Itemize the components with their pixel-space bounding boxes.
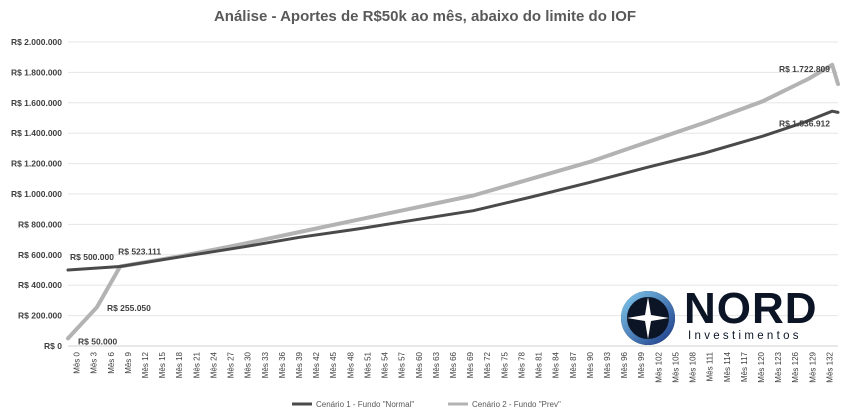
x-tick-label: Mês 87	[569, 351, 578, 378]
y-axis-ticks: R$ 0 R$ 200.000 R$ 400.000 R$ 600.000 R$ 800…	[11, 37, 62, 351]
x-tick-label: Mês 39	[295, 351, 304, 378]
x-tick-label: Mês 36	[278, 351, 287, 378]
x-tick-label: Mês 0	[73, 351, 82, 373]
y-tick-label: R$ 1.800.000	[11, 67, 62, 77]
legend: Cenário 1 - Fundo "Normal" Cenário 2 - Fu…	[292, 400, 561, 409]
x-tick-label: Mês 18	[175, 351, 184, 378]
y-tick-label: R$ 2.000.000	[11, 37, 62, 47]
x-tick-label: Mês 102	[654, 351, 663, 382]
x-tick-label: Mês 129	[808, 351, 817, 382]
x-tick-label: Mês 42	[312, 351, 321, 378]
x-tick-label: Mês 21	[192, 351, 201, 378]
x-tick-label: Mês 33	[261, 351, 270, 378]
annotation-label: R$ 255.050	[107, 303, 151, 313]
x-tick-label: Mês 111	[706, 351, 715, 381]
x-tick-label: Mês 48	[346, 351, 355, 378]
y-tick-label: R$ 1.600.000	[11, 98, 62, 108]
annotation-label: R$ 1.722.809	[779, 64, 830, 74]
annotation-label: R$ 523.111	[118, 246, 161, 256]
x-tick-label: Mês 78	[517, 351, 526, 378]
x-tick-label: Mês 93	[603, 351, 612, 378]
annotation-label: R$ 500.000	[70, 252, 114, 262]
x-tick-label: Mês 132	[825, 351, 834, 382]
x-tick-label: Mês 81	[535, 351, 544, 378]
y-tick-label: R$ 1.200.000	[11, 159, 62, 169]
y-tick-label: R$ 0	[44, 341, 62, 351]
annotation-label: R$ 50.000	[78, 336, 117, 346]
legend-label-2: Cenário 2 - Fundo "Prev"	[472, 400, 561, 409]
chart-title: Análise - Aportes de R$50k ao mês, abaix…	[213, 8, 637, 25]
x-tick-label: Mês 27	[227, 351, 236, 378]
series-line-1	[66, 109, 840, 272]
x-tick-label: Mês 57	[398, 351, 407, 378]
x-tick-label: Mês 9	[124, 351, 133, 373]
logo-subtitle: Investimentos	[688, 330, 802, 342]
x-tick-label: Mês 96	[620, 351, 629, 378]
x-tick-label: Mês 90	[586, 351, 595, 378]
x-tick-label: Mês 45	[329, 351, 338, 378]
y-tick-label: R$ 600.000	[18, 250, 62, 260]
x-tick-label: Mês 60	[415, 351, 424, 378]
x-tick-label: Mês 123	[774, 351, 783, 382]
x-axis-ticks: Mês 0 Mês 3 Mês 6 Mês 9 Mês 12 Mês 15 Mês 18 Mê…	[73, 351, 835, 382]
x-tick-label: Mês 15	[158, 351, 167, 378]
x-tick-label: Mês 66	[449, 351, 458, 378]
annotation-label: R$ 1.536.912	[779, 118, 830, 128]
x-tick-label: Mês 126	[791, 351, 800, 382]
x-tick-label: Mês 63	[432, 351, 441, 378]
annotations: R$ 500.000 R$ 523.111 R$ 255.050 R$ 50.000 R…	[70, 64, 830, 346]
x-tick-label: Mês 117	[740, 351, 749, 382]
x-tick-label: Mês 54	[381, 351, 390, 378]
x-tick-label: Mês 3	[90, 351, 99, 373]
x-tick-label: Mês 24	[209, 351, 218, 378]
x-tick-label: Mês 114	[723, 351, 732, 382]
legend-label-1: Cenário 1 - Fundo "Normal"	[316, 400, 414, 409]
nord-logo: NORD Investimentos	[618, 284, 838, 348]
logo-wordmark: NORD	[684, 284, 818, 333]
x-tick-label: Mês 99	[637, 351, 646, 378]
x-tick-label: Mês 72	[483, 351, 492, 378]
y-tick-label: R$ 800.000	[18, 219, 62, 229]
compass-logo-icon	[621, 291, 675, 345]
x-tick-label: Mês 120	[757, 351, 766, 382]
y-tick-label: R$ 200.000	[18, 311, 62, 321]
x-tick-label: Mês 51	[363, 351, 372, 378]
y-tick-label: R$ 1.400.000	[11, 128, 62, 138]
series-lines	[66, 62, 840, 341]
x-tick-label: Mês 105	[671, 351, 680, 382]
y-tick-label: R$ 400.000	[18, 280, 62, 290]
x-tick-label: Mês 12	[141, 351, 150, 378]
x-tick-label: Mês 6	[107, 351, 116, 373]
y-tick-label: R$ 1.000.000	[11, 189, 62, 199]
x-tick-label: Mês 69	[466, 351, 475, 378]
x-tick-label: Mês 108	[689, 351, 698, 382]
x-tick-label: Mês 30	[244, 351, 253, 378]
x-tick-label: Mês 84	[552, 351, 561, 378]
x-tick-label: Mês 75	[500, 351, 509, 378]
gridlines	[68, 41, 838, 347]
